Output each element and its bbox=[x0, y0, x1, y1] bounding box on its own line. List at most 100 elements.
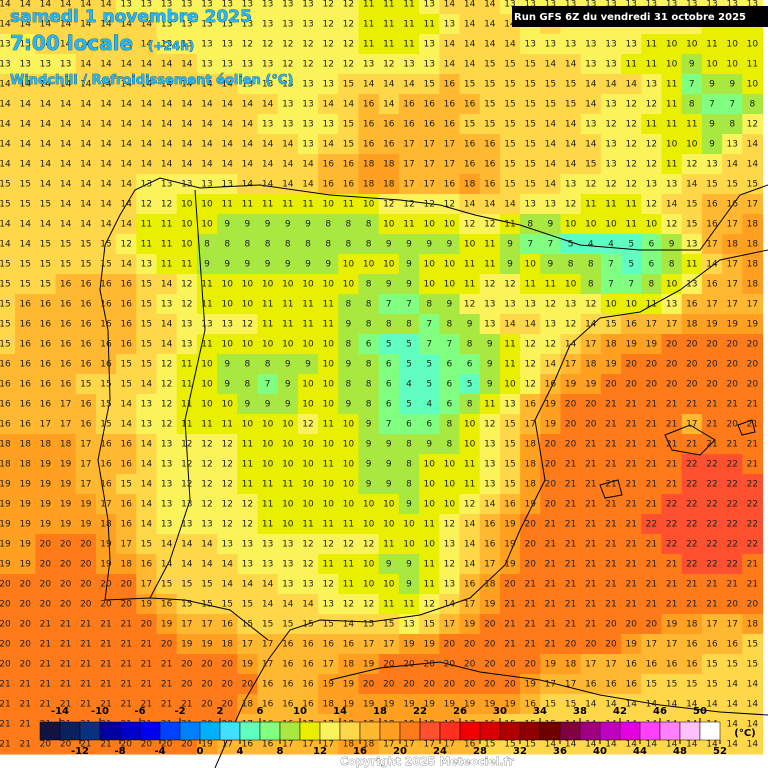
value-label: 17 bbox=[221, 740, 232, 750]
value-label: 14 bbox=[161, 120, 173, 130]
value-label: 14 bbox=[141, 140, 153, 150]
value-label: 14 bbox=[545, 140, 557, 150]
value-label: 12 bbox=[242, 320, 253, 330]
value-label: 17 bbox=[120, 540, 131, 550]
cell bbox=[459, 654, 481, 675]
cell bbox=[499, 574, 521, 595]
cell bbox=[701, 614, 723, 635]
cell bbox=[439, 474, 460, 495]
value-label: 18 bbox=[40, 440, 52, 450]
cell bbox=[540, 154, 561, 175]
cell bbox=[580, 634, 602, 655]
cell bbox=[237, 94, 258, 115]
value-label: 9 bbox=[406, 580, 412, 590]
value-label: 21 bbox=[585, 560, 596, 570]
cell bbox=[55, 254, 77, 275]
colorbar-swatch bbox=[319, 721, 341, 741]
value-label: 20 bbox=[120, 580, 132, 590]
cell bbox=[641, 634, 662, 655]
cell bbox=[338, 534, 359, 555]
value-label: 16 bbox=[120, 460, 132, 470]
cell bbox=[621, 74, 642, 95]
value-label: 21 bbox=[625, 420, 636, 430]
value-label: 11 bbox=[605, 200, 616, 210]
cell bbox=[540, 294, 561, 315]
value-label: 21 bbox=[646, 480, 657, 490]
value-label: 18 bbox=[585, 360, 597, 370]
value-label: 12 bbox=[343, 60, 354, 70]
cell bbox=[136, 434, 157, 455]
cell bbox=[176, 434, 198, 455]
cell bbox=[75, 294, 97, 315]
value-label: 19 bbox=[403, 640, 415, 650]
cell bbox=[621, 254, 642, 275]
cell bbox=[297, 274, 319, 295]
cell bbox=[116, 414, 137, 435]
value-label: 11 bbox=[141, 220, 152, 230]
cell bbox=[35, 374, 56, 395]
value-label: 13 bbox=[262, 60, 273, 70]
cell bbox=[35, 114, 56, 135]
cell bbox=[378, 414, 400, 435]
value-label: 14 bbox=[666, 700, 678, 710]
cell bbox=[499, 154, 521, 175]
value-label: 21 bbox=[120, 680, 131, 690]
value-label: 5 bbox=[467, 380, 473, 390]
value-label: 21 bbox=[666, 560, 677, 570]
cell bbox=[15, 154, 36, 175]
value-label: 11 bbox=[181, 360, 192, 370]
value-label: 13 bbox=[221, 320, 232, 330]
value-label: 16 bbox=[322, 640, 334, 650]
cell bbox=[0, 294, 16, 315]
value-label: 10 bbox=[444, 220, 456, 230]
cell bbox=[136, 294, 157, 315]
cell bbox=[661, 74, 683, 95]
cell bbox=[95, 394, 117, 415]
cell bbox=[681, 134, 703, 155]
cell bbox=[318, 214, 339, 235]
value-label: 22 bbox=[686, 560, 697, 570]
parameter: Windchill / Refroidissement éolien (°C) bbox=[10, 73, 293, 88]
cell bbox=[560, 114, 582, 135]
cell bbox=[419, 634, 440, 655]
cell bbox=[621, 574, 642, 595]
value-label: 16 bbox=[120, 500, 132, 510]
cell bbox=[742, 334, 763, 355]
value-label: 14 bbox=[161, 560, 173, 570]
cell bbox=[156, 574, 178, 595]
value-label: 13 bbox=[444, 540, 455, 550]
cell bbox=[520, 334, 541, 355]
value-label: 21 bbox=[0, 680, 11, 690]
cell bbox=[15, 294, 36, 315]
cell bbox=[398, 34, 420, 55]
value-label: 20 bbox=[60, 540, 72, 550]
cell bbox=[297, 514, 319, 535]
cell bbox=[217, 654, 238, 675]
cell bbox=[439, 214, 460, 235]
value-label: 9 bbox=[507, 240, 513, 250]
cell bbox=[338, 174, 359, 195]
cell bbox=[196, 534, 218, 555]
cell bbox=[257, 134, 279, 155]
value-label: 8 bbox=[366, 360, 372, 370]
value-label: 11 bbox=[221, 420, 232, 430]
cell bbox=[277, 214, 299, 235]
cell bbox=[15, 14, 36, 35]
value-label: 13 bbox=[282, 540, 293, 550]
cell bbox=[742, 594, 763, 615]
cell bbox=[580, 494, 602, 515]
cell bbox=[661, 494, 683, 515]
value-label: 13 bbox=[161, 460, 172, 470]
value-label: 18 bbox=[747, 280, 759, 290]
value-label: 14 bbox=[161, 280, 173, 290]
cell bbox=[600, 214, 622, 235]
cell bbox=[742, 154, 763, 175]
cell bbox=[75, 0, 97, 15]
value-label: 16 bbox=[706, 200, 718, 210]
cell bbox=[661, 614, 683, 635]
value-label: 9 bbox=[245, 260, 251, 270]
value-label: 14 bbox=[60, 140, 72, 150]
cell bbox=[378, 674, 400, 695]
cell bbox=[722, 414, 743, 435]
value-label: 7 bbox=[426, 320, 432, 330]
